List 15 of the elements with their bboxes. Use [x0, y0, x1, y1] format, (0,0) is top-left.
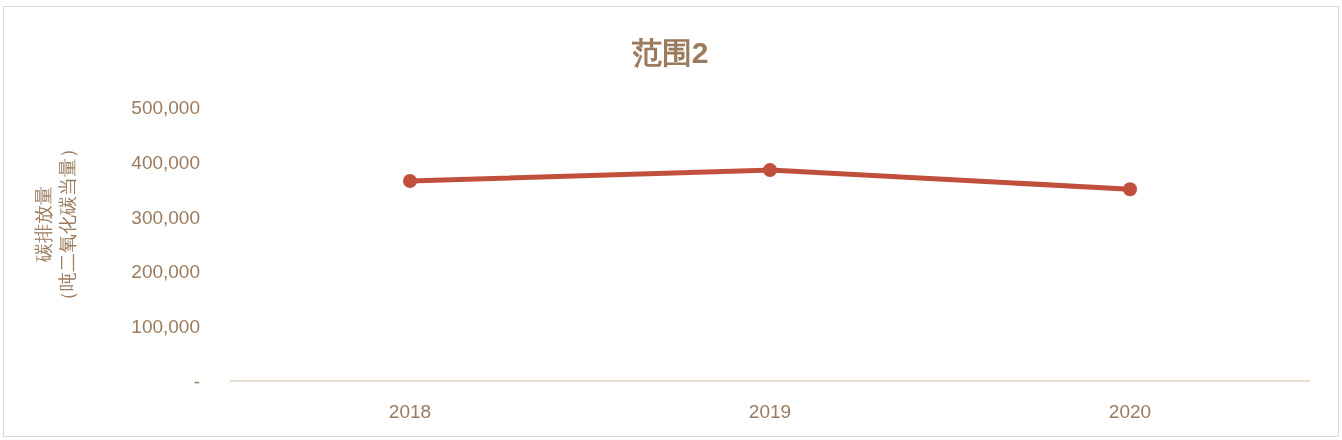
x-tick-label: 2018	[388, 401, 432, 422]
y-tick-label: 500,000	[131, 97, 200, 118]
y-tick-label: 200,000	[131, 261, 200, 283]
y-tick-label: 400,000	[131, 151, 200, 173]
y-axis-title: 碳排放量	[33, 186, 54, 263]
y-tick-label: -	[193, 371, 200, 392]
x-tick-label: 2019	[748, 401, 792, 422]
point	[763, 163, 777, 178]
text: （吨二氧化碳当量）	[57, 138, 78, 310]
y-tick-label: 100,000	[131, 316, 200, 338]
point	[403, 173, 417, 188]
y-tick-label: 300,000	[131, 206, 200, 228]
point	[1123, 182, 1137, 197]
x-tick-label: 2020	[1108, 401, 1152, 422]
chart-title: 范围2	[630, 36, 709, 69]
